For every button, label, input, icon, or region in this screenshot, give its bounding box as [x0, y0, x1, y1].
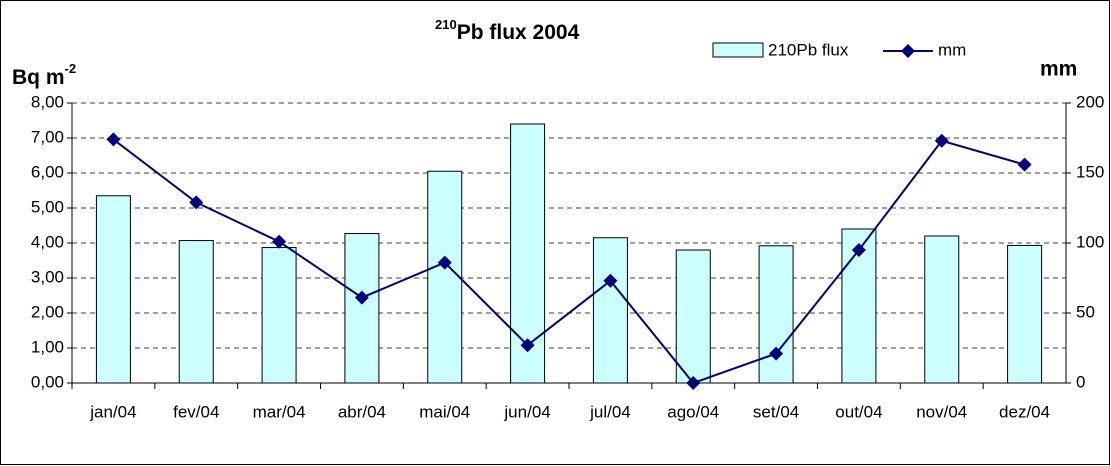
bar — [427, 170, 463, 384]
marker — [437, 255, 452, 270]
marker — [603, 273, 618, 288]
chart-title: 210Pb flux 2004 — [435, 17, 580, 43]
legend-marker — [901, 44, 915, 58]
marker — [934, 133, 949, 148]
y-tick-label: 3,00 — [31, 267, 64, 286]
x-tick-label: out/04 — [835, 402, 882, 421]
marker — [520, 338, 535, 353]
y-tick-label: 6,00 — [31, 162, 64, 181]
title-main: Pb flux 2004 — [457, 21, 580, 44]
legend-label: mm — [938, 40, 966, 59]
marker — [769, 346, 784, 361]
x-tick-label: jul/04 — [589, 402, 631, 421]
title-sup: 210 — [435, 17, 457, 32]
y2-tick-label: 150 — [1076, 162, 1104, 181]
y-tick-label: 2,00 — [31, 302, 64, 321]
bar — [758, 245, 794, 384]
bar — [924, 235, 960, 384]
marker — [1017, 157, 1032, 172]
bar — [1007, 244, 1043, 384]
marker — [106, 132, 121, 147]
legend-label: 210Pb flux — [768, 40, 849, 59]
marker — [354, 290, 369, 305]
x-tick-label: set/04 — [753, 402, 799, 421]
bar — [95, 195, 131, 384]
y-axis-label: Bq m-2 — [12, 61, 76, 88]
y2-axis-label: mm — [1040, 58, 1077, 81]
x-tick-label: mar/04 — [253, 402, 306, 421]
y-tick-label: 8,00 — [31, 92, 64, 111]
y-tick-label: 7,00 — [31, 127, 64, 146]
y-tick-label: 0,00 — [31, 372, 64, 391]
x-tick-label: mai/04 — [419, 402, 470, 421]
x-tick-label: jun/04 — [503, 402, 550, 421]
x-tick-label: abr/04 — [338, 402, 386, 421]
x-tick-label: nov/04 — [916, 402, 967, 421]
y-tick-label: 5,00 — [31, 197, 64, 216]
legend-swatch — [712, 42, 764, 58]
y2-tick-label: 0 — [1076, 372, 1085, 391]
marker — [189, 195, 204, 210]
y-tick-label: 4,00 — [31, 232, 64, 251]
y2-tick-label: 50 — [1076, 302, 1095, 321]
bar — [178, 240, 214, 384]
bar — [344, 233, 380, 384]
marker — [272, 234, 287, 249]
x-tick-label: fev/04 — [173, 402, 219, 421]
y-label-main: Bq m — [12, 66, 65, 89]
bar — [261, 247, 297, 384]
bar — [675, 249, 711, 384]
x-tick-label: ago/04 — [667, 402, 719, 421]
y2-tick-label: 200 — [1076, 92, 1104, 111]
x-tick-label: dez/04 — [999, 402, 1050, 421]
line — [112, 138, 1025, 385]
y-label-sup: -2 — [65, 61, 77, 76]
x-tick-label: jan/04 — [89, 402, 136, 421]
marker — [851, 243, 866, 257]
bar — [592, 237, 628, 384]
y2-tick-label: 100 — [1076, 232, 1104, 251]
y-tick-label: 1,00 — [31, 337, 64, 356]
